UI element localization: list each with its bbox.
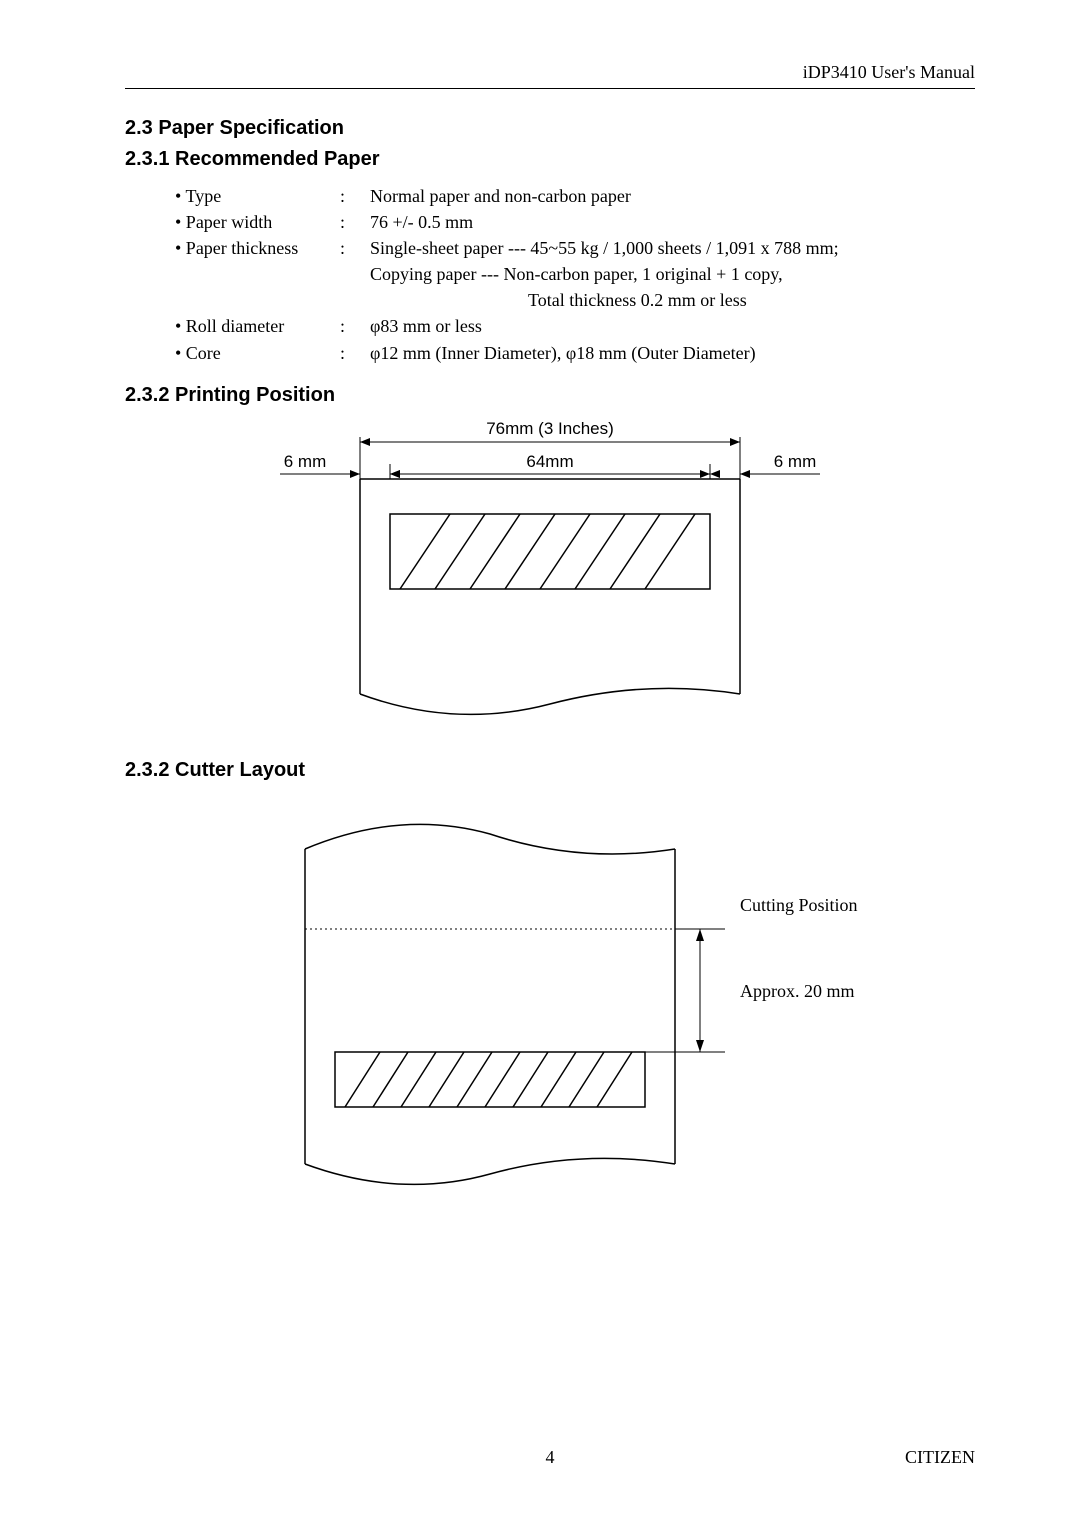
subsection-recommended: 2.3.1 Recommended Paper (125, 148, 975, 171)
header-title: iDP3410 User's Manual (125, 62, 975, 88)
spec-colon: : (340, 235, 370, 261)
spec-colon: : (340, 183, 370, 209)
spec-label: • Paper thickness (175, 235, 340, 261)
page-number: 4 (546, 1447, 555, 1468)
spec-label: • Core (175, 340, 340, 366)
footer: 4 CITIZEN (125, 1447, 975, 1468)
spec-row-core: • Core : φ12 mm (Inner Diameter), φ18 mm… (175, 340, 975, 366)
label-right-margin: 6 mm (774, 452, 817, 471)
spec-label: • Paper width (175, 209, 340, 235)
spec-row-roll: • Roll diameter : φ83 mm or less (175, 313, 975, 339)
spec-value: Single-sheet paper --- 45~55 kg / 1,000 … (370, 235, 975, 261)
label-left-margin: 6 mm (284, 452, 327, 471)
spec-value: Normal paper and non-carbon paper (370, 183, 975, 209)
subsection-cutter: 2.3.2 Cutter Layout (125, 759, 975, 782)
spec-copying2: Total thickness 0.2 mm or less (175, 287, 975, 313)
cutter-diagram: Cutting Position Approx. 20 mm (195, 794, 975, 1209)
spec-copying1: Copying paper --- Non-carbon paper, 1 or… (175, 261, 975, 287)
spec-row-type: • Type : Normal paper and non-carbon pap… (175, 183, 975, 209)
printing-diagram: 76mm (3 Inches) 6 mm 64mm 6 mm (125, 419, 975, 734)
label-total: 76mm (3 Inches) (486, 419, 614, 438)
spec-value: 76 +/- 0.5 mm (370, 209, 975, 235)
spec-label: • Roll diameter (175, 313, 340, 339)
label-center: 64mm (526, 452, 573, 471)
footer-brand: CITIZEN (905, 1447, 975, 1468)
spec-row-width: • Paper width : 76 +/- 0.5 mm (175, 209, 975, 235)
spec-label: • Type (175, 183, 340, 209)
spec-colon: : (340, 209, 370, 235)
section-paper-spec: 2.3 Paper Specification (125, 117, 975, 140)
spec-value: φ12 mm (Inner Diameter), φ18 mm (Outer D… (370, 340, 975, 366)
spec-list: • Type : Normal paper and non-carbon pap… (175, 183, 975, 366)
subsection-printing: 2.3.2 Printing Position (125, 384, 975, 407)
spec-colon: : (340, 313, 370, 339)
spec-value: φ83 mm or less (370, 313, 975, 339)
spec-row-thickness: • Paper thickness : Single-sheet paper -… (175, 235, 975, 261)
spec-colon: : (340, 340, 370, 366)
label-distance: Approx. 20 mm (740, 981, 855, 1001)
label-cutting-position: Cutting Position (740, 895, 858, 915)
